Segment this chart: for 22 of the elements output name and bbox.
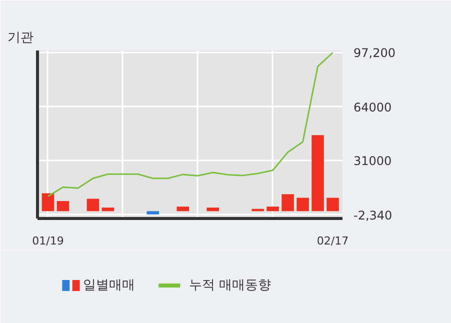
- bar: [266, 206, 279, 212]
- x-tick-label: 01/19: [32, 234, 64, 248]
- bar: [206, 208, 219, 212]
- bar: [86, 198, 100, 212]
- x-tick-label: 02/17: [316, 234, 349, 248]
- y-tick-label: 31000: [354, 154, 392, 168]
- y-tick-label: 97,200: [354, 46, 396, 60]
- chart-title: 기관: [8, 30, 34, 46]
- legend-label: 누적 매매동향: [188, 278, 272, 293]
- y-tick-label: 64000: [354, 100, 392, 114]
- bar: [102, 208, 114, 212]
- bar: [282, 194, 294, 212]
- bar: [176, 206, 190, 212]
- y-tick-label: -2,340: [354, 208, 392, 222]
- bar: [146, 211, 160, 214]
- bar: [326, 198, 339, 212]
- bar: [42, 193, 54, 212]
- bar: [312, 135, 324, 212]
- bar: [296, 198, 309, 212]
- legend-label: 일별매매: [82, 278, 135, 293]
- bar: [56, 201, 70, 212]
- line-series: [47, 52, 334, 198]
